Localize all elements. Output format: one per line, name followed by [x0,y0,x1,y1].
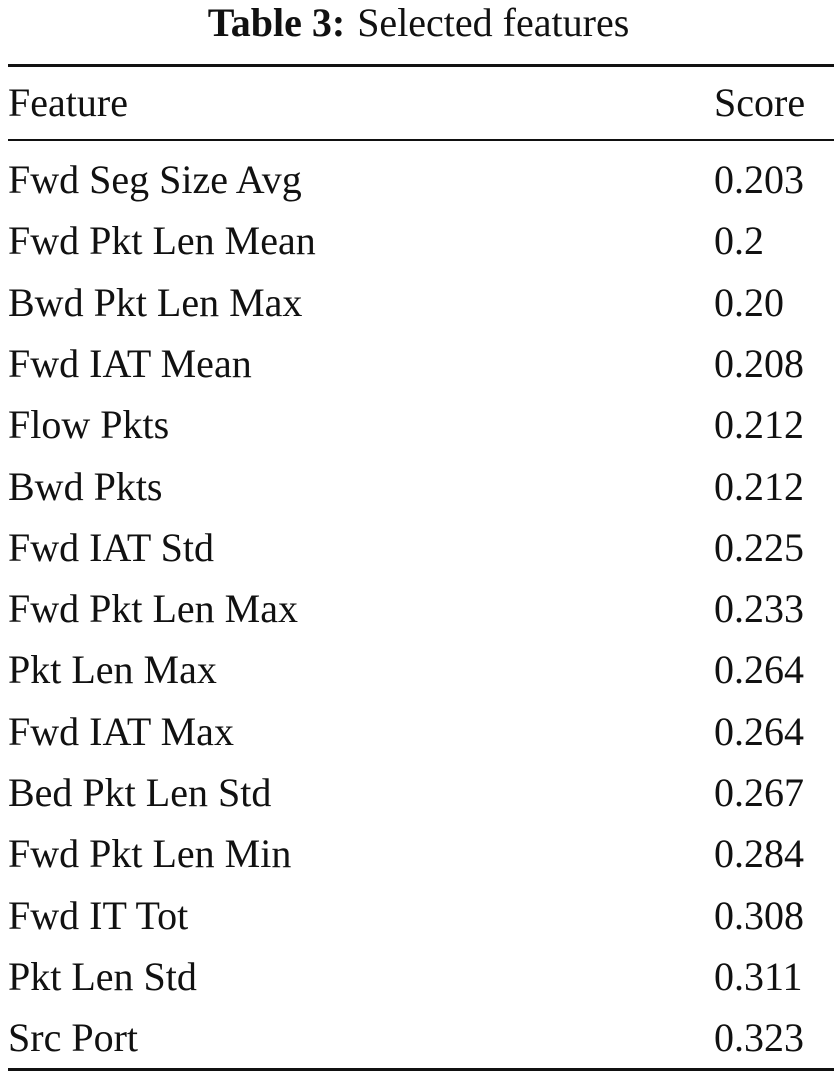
score-cell: 0.264 [714,708,804,754]
score-cell: 0.284 [714,831,804,877]
score-cell: 0.212 [714,402,804,448]
feature-cell: Src Port [8,1015,138,1061]
feature-cell: Bwd Pkt Len Max [8,279,303,325]
score-cell: 0.233 [714,586,804,632]
feature-cell: Fwd Seg Size Avg [8,157,302,202]
score-cell: 0.20 [714,279,784,325]
table-caption: Table 3: Selected features [0,0,837,46]
score-cell: 0.264 [714,647,804,693]
feature-cell: Fwd IT Tot [8,892,189,938]
score-cell: 0.225 [714,524,804,570]
score-cell: 0.323 [714,1015,804,1061]
score-cell: 0.203 [714,157,804,202]
feature-cell: Pkt Len Std [8,953,197,999]
feature-cell: Bwd Pkts [8,463,163,509]
feature-cell: Flow Pkts [8,402,170,448]
feature-cell: Pkt Len Max [8,647,217,693]
score-cell: 0.267 [714,770,804,815]
score-cell: 0.308 [714,892,804,938]
score-cell: 0.208 [714,340,804,386]
score-cell: 0.212 [714,463,804,509]
score-cell: 0.311 [714,953,803,999]
bottom-rule [8,1068,834,1071]
feature-cell: Fwd IAT Max [8,708,234,754]
score-cell: 0.2 [714,218,764,264]
header-rule [8,139,834,141]
feature-cell: Fwd Pkt Len Min [8,831,292,877]
header-cell: Score [714,80,806,125]
caption-label: Table 3: [207,0,346,45]
top-rule [8,64,834,67]
caption-text: Selected features [357,0,630,45]
feature-cell: Fwd IAT Mean [8,340,252,386]
feature-cell: Bed Pkt Len Std [8,770,272,815]
feature-cell: Fwd IAT Std [8,524,214,570]
feature-cell: Fwd Pkt Len Max [8,586,298,632]
feature-cell: Fwd Pkt Len Mean [8,218,316,264]
header-cell: Feature [8,80,128,125]
